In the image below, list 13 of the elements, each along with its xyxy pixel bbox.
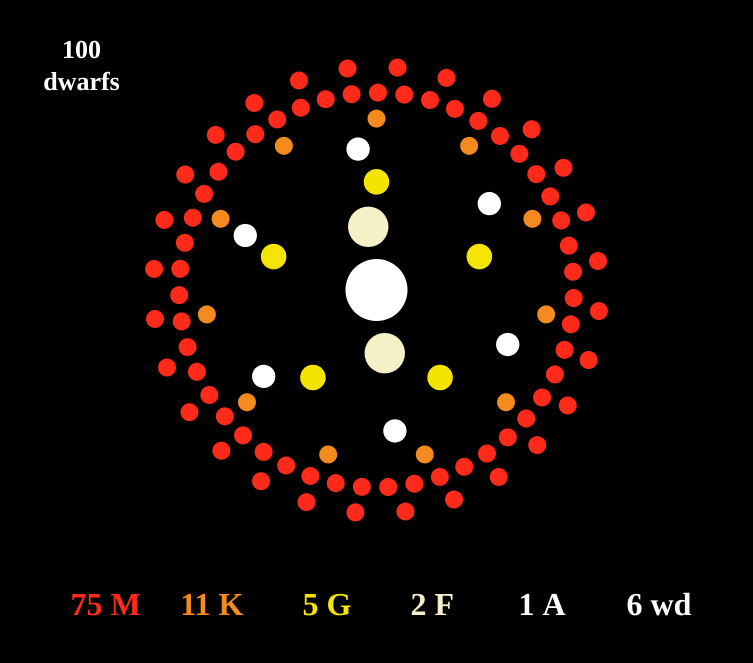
data-label: 2 [410,586,426,622]
data-label: 6 [626,586,642,622]
text: 100 dwarfs [43,35,120,96]
data-label: 11 [180,586,210,622]
category-label: G [326,586,352,622]
category-label: M [110,586,141,622]
category-label: A [542,586,566,622]
data-label: 1 [518,586,534,622]
category-label: wd [650,586,692,622]
data-label: 5 [302,586,318,622]
data-label: 75 [70,586,102,622]
category-label: K [218,586,244,622]
category-label: F [434,586,454,622]
